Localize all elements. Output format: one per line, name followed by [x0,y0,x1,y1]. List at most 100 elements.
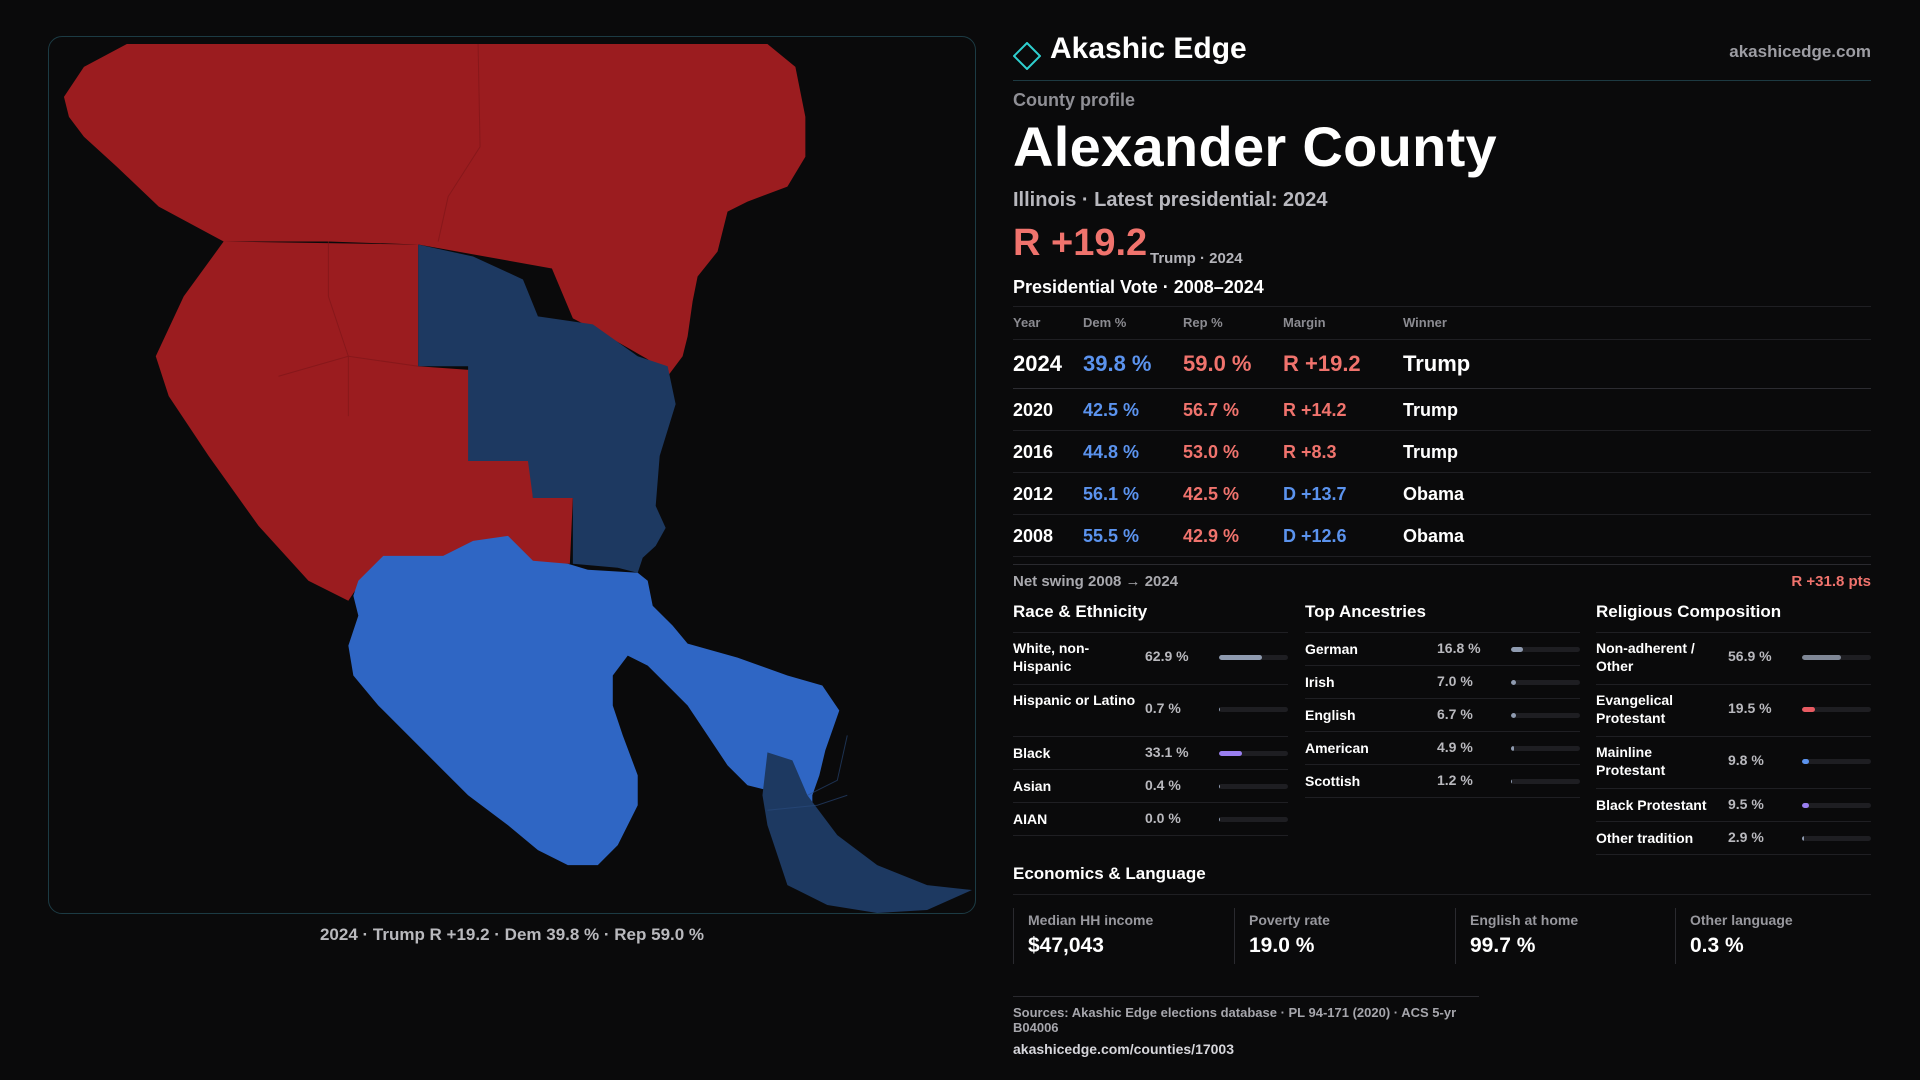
vote-table-header: Year Dem % Rep % Margin Winner [1013,306,1871,340]
headline-margin: R +19.2 [1013,222,1148,264]
stat-pct: 9.5 % [1728,796,1764,812]
stat-bar [1219,784,1288,789]
profile-eyebrow: County profile [1013,90,1135,110]
stat-label: German [1305,641,1358,657]
cell-dem: 55.5 % [1083,526,1140,546]
stat-label: Black Protestant [1596,797,1707,813]
precinct-dem-dark-center[interactable] [418,244,676,573]
list-item: English 6.7 % [1305,699,1580,732]
econ-cell-english: English at home 99.7 % [1455,908,1655,964]
cell-year: 2008 [1013,526,1054,546]
econ-label: Poverty rate [1249,912,1330,928]
econ-cell-income: Median HH income $47,043 [1013,908,1213,964]
list-item: American 4.9 % [1305,732,1580,765]
religion-title: Religious Composition [1596,602,1871,633]
cell-year: 2016 [1013,442,1054,462]
stat-label: Irish [1305,674,1335,690]
header-winner: Winner [1403,315,1447,330]
stat-pct: 62.9 % [1145,648,1189,664]
stat-label: Asian [1013,778,1052,794]
dem-precinct-borders [767,735,848,811]
cell-margin: R +8.3 [1283,442,1337,462]
cell-winner: Obama [1403,484,1465,504]
rep-precinct-borders [278,43,481,417]
stat-label: Scottish [1305,773,1361,789]
stat-pct: 0.4 % [1145,777,1181,793]
econ-label: Other language [1690,912,1793,928]
econ-cell-poverty: Poverty rate 19.0 % [1234,908,1434,964]
list-item: Scottish 1.2 % [1305,765,1580,798]
sources-url-link[interactable]: akashicedge.com/counties/17003 [1013,1041,1234,1057]
list-item: AIAN 0.0 % [1013,803,1288,836]
econ-label: Median HH income [1028,912,1154,928]
cell-rep: 42.9 % [1183,526,1240,546]
brand-header: Akashic Edge akashicedge.com [1013,30,1871,81]
stat-bar [1511,746,1580,751]
stat-bar-fill [1511,779,1513,784]
cell-year: 2020 [1013,400,1054,420]
stat-bar-fill [1511,647,1523,652]
stat-bar [1219,817,1288,822]
stat-bar-fill [1802,836,1804,841]
list-item: White, non-Hispanic 62.9 % [1013,633,1288,685]
stat-bar [1802,655,1871,660]
header-rep: Rep % [1183,315,1223,330]
econ-value: 0.3 % [1690,934,1744,957]
sources-footer: Sources: Akashic Edge elections database… [1013,996,1479,1057]
cell-margin: D +13.7 [1283,484,1347,504]
stat-bar-fill [1219,655,1263,660]
precinct-dem-dark-tip[interactable] [762,752,973,913]
econ-label: English at home [1470,912,1579,928]
brand-name: Akashic Edge [1050,32,1247,65]
list-item: Mainline Protestant 9.8 % [1596,737,1871,789]
cell-margin: R +19.2 [1283,351,1361,376]
stat-bar-fill [1219,784,1221,789]
cell-margin: R +14.2 [1283,400,1347,420]
sources-line: Sources: Akashic Edge elections database… [1013,1005,1457,1035]
page-title: Alexander County [1013,115,1497,178]
precinct-dem-light-south[interactable] [348,535,840,866]
cell-rep: 42.5 % [1183,484,1240,504]
county-profile-panel: Akashic Edge akashicedge.com County prof… [1013,0,1871,1080]
cell-dem: 44.8 % [1083,442,1140,462]
stat-bar [1511,680,1580,685]
econ-value: 19.0 % [1249,934,1315,957]
list-item: Evangelical Protestant 19.5 % [1596,685,1871,737]
net-swing-row: Net swing 2008 → 2024 R +31.8 pts [1013,564,1871,595]
stat-pct: 0.7 % [1145,700,1181,716]
cell-year: 2024 [1013,351,1062,376]
stat-label: AIAN [1013,811,1048,827]
precinct-rep-north[interactable] [63,43,806,377]
stat-label: American [1305,740,1369,756]
stat-bar [1511,779,1580,784]
precinct-map-svg[interactable] [49,37,975,913]
stat-pct: 9.8 % [1728,752,1764,768]
stat-label: Hispanic or Latino [1013,692,1136,708]
econ-value: 99.7 % [1470,934,1536,957]
econ-cell-other-language: Other language 0.3 % [1675,908,1875,964]
stat-bar-fill [1219,707,1221,712]
stat-label: Evangelical Protestant [1596,692,1674,726]
stat-label: Mainline Protestant [1596,744,1666,778]
diamond-logo-icon [1013,42,1041,70]
header-year: Year [1013,315,1041,330]
stat-label: English [1305,707,1356,723]
list-item: Irish 7.0 % [1305,666,1580,699]
list-item: Asian 0.4 % [1013,770,1288,803]
list-item: Non-adherent / Other 56.9 % [1596,633,1871,685]
stat-pct: 1.2 % [1437,772,1473,788]
profile-subtitle: Illinois · Latest presidential: 2024 [1013,189,1328,211]
brand-url-link[interactable]: akashicedge.com [1729,42,1871,61]
list-item: Black 33.1 % [1013,737,1288,770]
headline-note: Trump · 2024 [1150,250,1243,267]
stat-label: White, non-Hispanic [1013,640,1090,674]
cell-rep: 53.0 % [1183,442,1240,462]
precinct-rep-west[interactable] [155,241,573,601]
stat-bar-fill [1219,751,1242,756]
county-map[interactable] [48,36,976,914]
econ-value: $47,043 [1028,934,1104,957]
stat-pct: 7.0 % [1437,673,1473,689]
stat-bar [1219,751,1288,756]
stat-pct: 19.5 % [1728,700,1772,716]
table-row: 2012 56.1 % 42.5 % D +13.7 Obama [1013,473,1871,515]
